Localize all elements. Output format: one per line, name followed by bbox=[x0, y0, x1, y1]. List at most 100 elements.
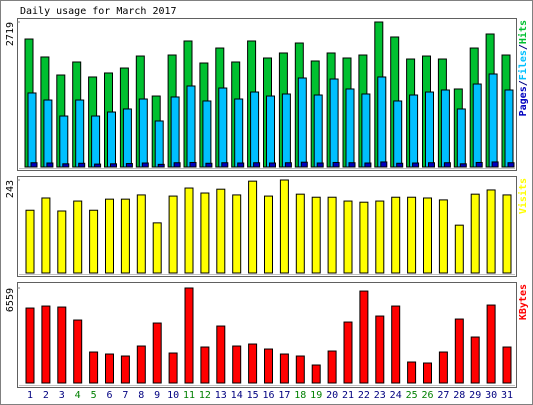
bar bbox=[237, 162, 245, 168]
bar bbox=[266, 95, 275, 168]
bar bbox=[456, 108, 466, 168]
bar bbox=[73, 319, 83, 384]
x-tick-label: 9 bbox=[154, 390, 160, 401]
bar bbox=[454, 224, 464, 274]
bar bbox=[173, 162, 181, 168]
bar bbox=[391, 196, 401, 274]
bar bbox=[62, 163, 70, 168]
bar bbox=[141, 162, 149, 168]
bar bbox=[43, 99, 53, 168]
bar bbox=[443, 162, 451, 168]
x-tick-label: 18 bbox=[294, 390, 306, 401]
bar bbox=[423, 362, 432, 384]
bar bbox=[361, 93, 371, 168]
x-tick-label: 20 bbox=[326, 390, 338, 401]
legend-entry: Visits bbox=[517, 178, 529, 214]
bar bbox=[423, 197, 432, 274]
x-tick-label: 3 bbox=[59, 390, 65, 401]
x-tick-label: 23 bbox=[374, 390, 386, 401]
bar bbox=[122, 108, 132, 168]
bar bbox=[407, 196, 417, 274]
bar bbox=[343, 200, 353, 274]
bar bbox=[154, 120, 164, 168]
bar bbox=[216, 325, 226, 384]
bar bbox=[57, 210, 67, 274]
y-tick-label: 243 bbox=[5, 180, 16, 198]
legend-entry: Hits bbox=[517, 20, 529, 44]
x-tick-label: 5 bbox=[91, 390, 97, 401]
x-tick-label: 15 bbox=[247, 390, 259, 401]
x-tick-label: 21 bbox=[342, 390, 354, 401]
bar bbox=[472, 83, 482, 168]
x-tick-label: 8 bbox=[138, 390, 144, 401]
bar bbox=[110, 163, 117, 168]
x-tick-label: 26 bbox=[421, 390, 433, 401]
x-tick-label: 28 bbox=[453, 390, 465, 401]
bar bbox=[329, 78, 339, 168]
bar bbox=[186, 85, 196, 168]
bar bbox=[316, 162, 324, 168]
x-tick-label: 22 bbox=[358, 390, 370, 401]
bar bbox=[507, 162, 515, 168]
bar bbox=[138, 98, 148, 168]
bar bbox=[502, 346, 512, 384]
bar bbox=[136, 194, 146, 274]
bar bbox=[105, 198, 114, 274]
bar bbox=[253, 162, 261, 168]
bar bbox=[41, 305, 51, 384]
legend-separator: / bbox=[518, 80, 529, 86]
bar bbox=[120, 198, 130, 274]
bar bbox=[78, 162, 86, 168]
bar bbox=[470, 193, 480, 274]
x-tick-label: 14 bbox=[231, 390, 243, 401]
bar bbox=[438, 351, 448, 384]
bar bbox=[428, 162, 435, 168]
bar bbox=[202, 100, 212, 168]
bar bbox=[345, 88, 355, 168]
bar bbox=[377, 76, 387, 168]
bar bbox=[25, 307, 35, 384]
legend-separator: / bbox=[518, 44, 529, 50]
bar bbox=[136, 345, 146, 384]
x-tick-label: 24 bbox=[390, 390, 402, 401]
bar bbox=[425, 91, 434, 168]
bar bbox=[297, 77, 307, 168]
bar bbox=[168, 195, 178, 274]
bar bbox=[91, 115, 101, 168]
bar bbox=[107, 111, 116, 168]
bar bbox=[391, 305, 401, 384]
bar bbox=[269, 162, 276, 168]
x-tick-label: 1 bbox=[27, 390, 33, 401]
bar bbox=[170, 96, 180, 168]
bar bbox=[248, 343, 258, 384]
bar bbox=[409, 94, 419, 168]
x-tick-label: 25 bbox=[406, 390, 418, 401]
bar bbox=[30, 162, 38, 168]
bar bbox=[375, 200, 385, 274]
bar bbox=[200, 346, 210, 384]
x-tick-label: 11 bbox=[183, 390, 195, 401]
bar bbox=[57, 306, 67, 384]
y-tick-label: 2719 bbox=[5, 22, 16, 46]
bar bbox=[327, 350, 337, 384]
legend-entry: Pages bbox=[518, 86, 529, 116]
bar bbox=[375, 315, 385, 384]
bar bbox=[41, 197, 51, 274]
bar bbox=[218, 87, 228, 168]
x-tick-label: 17 bbox=[278, 390, 290, 401]
bar bbox=[120, 355, 130, 384]
bar bbox=[396, 162, 404, 168]
bar bbox=[438, 199, 448, 274]
bar bbox=[488, 73, 498, 168]
bar bbox=[25, 209, 35, 274]
bar bbox=[264, 195, 273, 274]
bar bbox=[311, 196, 321, 274]
bar bbox=[380, 161, 388, 168]
bar bbox=[200, 192, 210, 274]
bar bbox=[59, 115, 69, 168]
bar bbox=[504, 89, 514, 168]
legend-entry: KBytes bbox=[518, 284, 529, 320]
bar bbox=[470, 336, 480, 384]
